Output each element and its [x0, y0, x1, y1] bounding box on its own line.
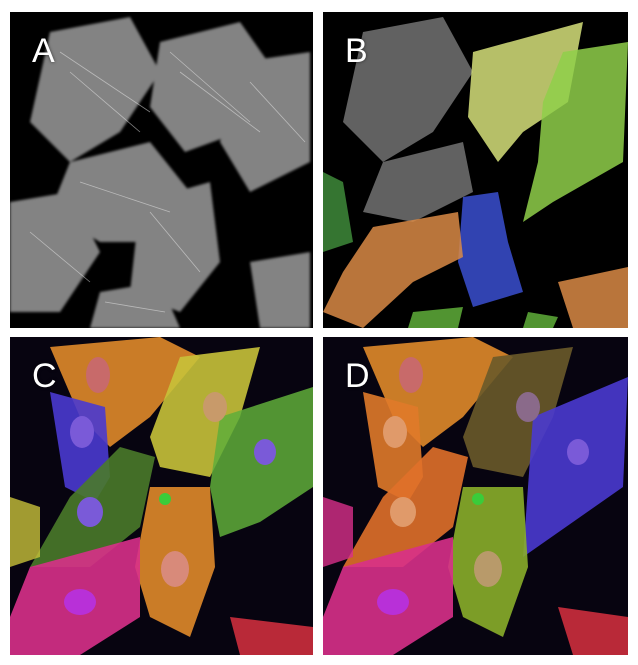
segmentation-overlay-image [323, 12, 628, 328]
panel-b-label: B [345, 32, 368, 70]
panel-c-fluorescence-image: C [10, 337, 313, 655]
panel-d-fluorescence-image: D [323, 337, 628, 655]
segment-green [523, 42, 628, 222]
segment-yellow [468, 22, 583, 162]
fluorescence-composite-image [10, 337, 313, 655]
panel-a-grayscale-image: A [10, 12, 313, 328]
segment-orange [323, 212, 463, 328]
segment-green-bottom [408, 307, 463, 328]
segment-orange-right [558, 267, 628, 328]
grayscale-cells-image [10, 12, 313, 328]
panel-d-label: D [345, 357, 370, 395]
panel-c-label: C [32, 357, 57, 395]
panel-b-segmentation-image: B [323, 12, 628, 328]
panel-a-label: A [32, 32, 55, 70]
segment-dark-green [323, 172, 353, 252]
segment-blue [458, 192, 523, 307]
segment-green-bottom-2 [523, 312, 558, 328]
fluorescence-composite-image-alt [323, 337, 628, 655]
